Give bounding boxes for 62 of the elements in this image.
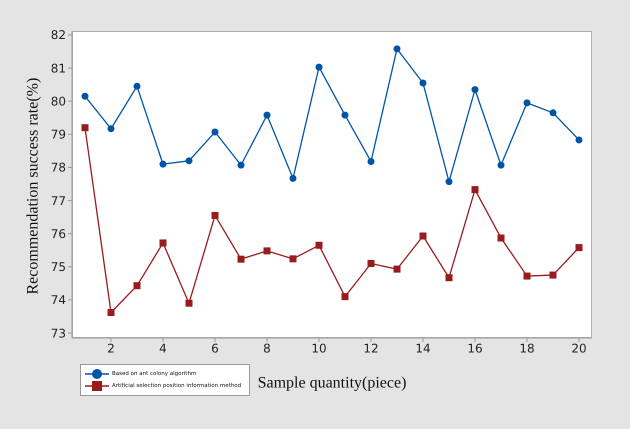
point [576, 244, 582, 252]
point [446, 274, 452, 282]
point [82, 124, 88, 132]
point [290, 174, 296, 182]
x-axis-title: Sample quantity(piece) [258, 374, 406, 392]
point [212, 212, 218, 219]
point [238, 162, 244, 169]
point [342, 112, 348, 119]
point [368, 260, 374, 267]
y-tick-label: 78 [50, 160, 66, 175]
x-tick-label: 8 [263, 342, 271, 356]
point [82, 92, 88, 100]
point [316, 64, 322, 71]
y-tick-label: 77 [50, 194, 66, 208]
point [290, 255, 296, 262]
y-tick-label: 82 [50, 28, 66, 42]
point [264, 112, 270, 119]
x-tick-label: 10 [311, 342, 327, 356]
point [186, 157, 192, 164]
point [524, 99, 530, 106]
y-tick-label: 73 [50, 326, 66, 340]
point [160, 160, 166, 168]
point [108, 125, 114, 132]
point [550, 109, 556, 116]
point [134, 282, 140, 290]
y-tick-label: 79 [50, 128, 66, 142]
x-tick-label: 18 [519, 342, 535, 356]
point [186, 300, 192, 307]
x-tick-label: 6 [211, 342, 219, 356]
point [108, 309, 114, 316]
point [472, 186, 478, 194]
x-tick-label: 4 [159, 342, 167, 356]
point [472, 86, 478, 94]
point [576, 136, 582, 144]
y-tick-label: 81 [50, 61, 66, 76]
point [394, 266, 400, 273]
x-tick-label: 20 [571, 342, 587, 356]
x-tick-label: 2 [107, 342, 115, 356]
point [342, 293, 348, 300]
point [368, 158, 374, 165]
point [420, 79, 426, 86]
y-axis-title: Recommendation success rate(%) [24, 78, 42, 294]
x-tick-label: 12 [363, 342, 379, 356]
point [316, 242, 322, 249]
point [394, 45, 400, 52]
point [238, 256, 244, 263]
point [420, 232, 426, 240]
point [134, 82, 140, 90]
point [524, 272, 530, 280]
y-tick-label: 74 [50, 293, 66, 308]
y-tick-label: 80 [50, 94, 66, 108]
x-tick-label: 16 [467, 342, 483, 356]
y-tick-label: 76 [50, 226, 66, 241]
x-tick-label: 14 [415, 342, 431, 356]
point [264, 247, 270, 254]
y-tick-label: 75 [50, 260, 66, 274]
point [498, 234, 504, 242]
point [446, 178, 452, 186]
point [550, 272, 556, 279]
point [498, 162, 504, 169]
point [160, 239, 166, 246]
point [212, 128, 218, 136]
